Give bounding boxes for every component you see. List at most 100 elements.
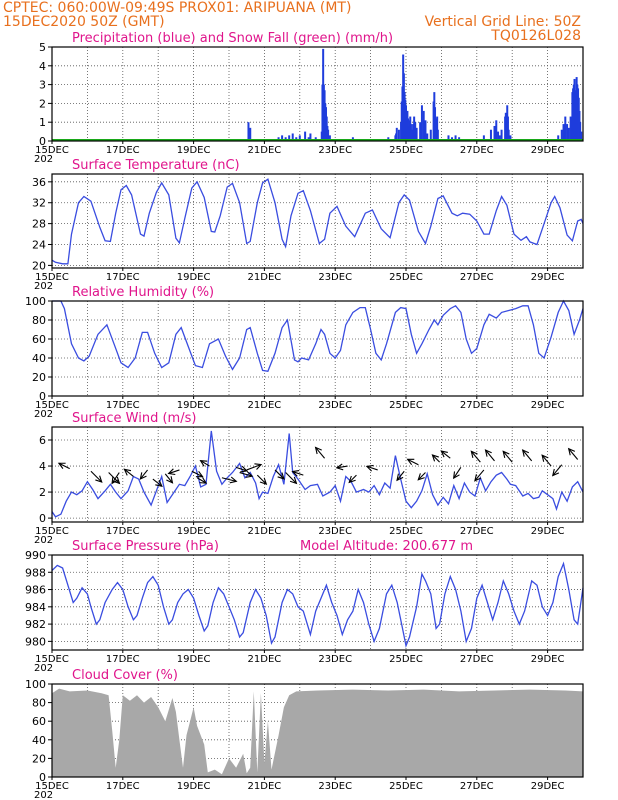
wind-speed-line xyxy=(51,430,584,518)
y-tick-label: 990 xyxy=(25,549,46,562)
precipitation-bar xyxy=(482,135,485,141)
y-tick-label: 1 xyxy=(39,116,46,129)
x-year-label: 202 xyxy=(34,409,53,420)
wind-arrow xyxy=(335,463,348,471)
precipitation-bar xyxy=(454,135,457,141)
y-tick-label: 32 xyxy=(32,197,46,210)
wind-arrow-head xyxy=(199,477,208,484)
wind-arrow xyxy=(164,473,174,484)
precipitation-bar xyxy=(495,120,498,141)
y-tick-label: 20 xyxy=(32,259,46,272)
wind-arrow-shaft xyxy=(522,449,533,462)
precipitation-bar xyxy=(412,124,415,141)
wind-arrow-shaft xyxy=(239,472,253,477)
surface-pressure-panel: 980 982 984 986 988 990 Surface Pressure (hPa)… xyxy=(25,539,584,674)
surface-temperature-panel: 20 24 28 32 36 Surface Temperature (nC) 15DEC 1… xyxy=(32,158,584,292)
y-tick-label: 3 xyxy=(39,79,46,92)
wind-arrow-shaft xyxy=(396,470,405,481)
wind-arrow-shaft xyxy=(256,474,267,485)
wind-arrow-head xyxy=(289,476,298,485)
wind-arrow xyxy=(256,474,268,486)
panel-frame xyxy=(51,173,584,269)
wind-arrow-head xyxy=(166,476,174,484)
wind-arrow-shaft xyxy=(440,450,451,459)
x-tick-label: 17DEC xyxy=(106,781,140,792)
precipitation-bar xyxy=(281,135,284,141)
wind-arrow xyxy=(111,472,120,485)
y-tick-label: 80 xyxy=(32,314,46,327)
x-tick-label: 27DEC xyxy=(460,272,494,283)
precipitation-bar xyxy=(414,122,417,141)
x-tick-label: 19DEC xyxy=(177,781,211,792)
wind-arrow-head xyxy=(259,477,268,486)
wind-arrow-shaft xyxy=(164,473,173,484)
x-tick-label: 29DEC xyxy=(531,400,565,411)
x-tick-label: 15DEC xyxy=(35,526,69,537)
precipitation-bar xyxy=(579,122,582,141)
wind-arrow-shaft xyxy=(470,450,481,463)
wind-arrow-shaft xyxy=(285,472,297,484)
wind-arrow xyxy=(502,450,513,463)
panel-title: Cloud Cover (%) xyxy=(72,668,178,683)
wind-arrow-shaft xyxy=(200,460,210,467)
x-tick-label: 21DEC xyxy=(248,272,282,283)
header-model-id: TQ0126L028 xyxy=(490,28,581,44)
wind-arrow-head xyxy=(167,468,176,476)
x-tick-label: 17DEC xyxy=(106,654,140,665)
wind-arrow-head xyxy=(521,449,530,457)
wind-arrow-shaft xyxy=(336,465,348,469)
y-tick-label: 5 xyxy=(39,41,46,54)
panel-title: Surface Wind (m/s) xyxy=(72,411,196,426)
x-tick-label: 19DEC xyxy=(177,654,211,665)
precipitation-panel: 0 1 2 3 4 5 Precipitation (blue) and Snow Fall… xyxy=(34,31,584,165)
wind-arrow-head xyxy=(229,476,238,484)
precipitation-bar xyxy=(429,129,432,141)
x-tick-label: 25DEC xyxy=(389,272,423,283)
x-tick-label: 25DEC xyxy=(389,400,423,411)
wind-arrow xyxy=(484,449,495,462)
wind-arrow-shaft xyxy=(485,449,495,462)
precipitation-bar xyxy=(498,135,501,141)
precipitation-bar xyxy=(507,129,510,141)
wind-arrow-head xyxy=(551,468,560,477)
panel-title: Relative Humidity (%) xyxy=(72,285,214,300)
wind-arrow xyxy=(474,469,485,482)
wind-arrow-head xyxy=(567,447,576,456)
precipitation-bar xyxy=(436,116,439,141)
wind-arrow xyxy=(285,472,298,485)
panel-frame xyxy=(51,46,584,142)
wind-arrow-head xyxy=(199,460,208,467)
y-tick-label: 100 xyxy=(25,678,46,691)
series-line xyxy=(51,178,584,265)
x-tick-label: 29DEC xyxy=(531,781,565,792)
y-tick-label: 6 xyxy=(39,434,46,447)
panel-title: Surface Pressure (hPa) xyxy=(72,539,219,554)
wind-arrow xyxy=(191,470,204,478)
x-tick-label: 27DEC xyxy=(460,145,494,156)
wind-arrow-head xyxy=(123,468,132,476)
wind-arrow-shaft xyxy=(111,472,120,484)
y-tick-label: 40 xyxy=(32,734,46,747)
wind-arrow xyxy=(57,462,70,470)
x-tick-label: 23DEC xyxy=(318,654,352,665)
wind-arrow-shaft xyxy=(292,471,304,476)
wind-arrow-shaft xyxy=(432,454,441,463)
wind-arrow xyxy=(123,468,134,477)
wind-arrow-head xyxy=(195,470,204,478)
wind-arrow xyxy=(396,470,405,482)
wind-arrow-shaft xyxy=(366,465,378,471)
x-tick-label: 15DEC xyxy=(35,654,69,665)
x-tick-label: 25DEC xyxy=(389,145,423,156)
y-tick-label: 984 xyxy=(25,601,46,614)
wind-arrow xyxy=(440,450,451,459)
x-tick-label: 25DEC xyxy=(389,526,423,537)
y-tick-label: 4 xyxy=(39,460,46,473)
y-tick-label: 986 xyxy=(25,584,46,597)
wind-arrow-shaft xyxy=(348,474,357,483)
precipitation-bar xyxy=(419,122,422,141)
y-tick-label: 0 xyxy=(39,390,46,403)
wind-arrow-shaft xyxy=(196,477,207,484)
wind-arrow-head xyxy=(57,462,66,469)
wind-arrow xyxy=(199,460,210,467)
